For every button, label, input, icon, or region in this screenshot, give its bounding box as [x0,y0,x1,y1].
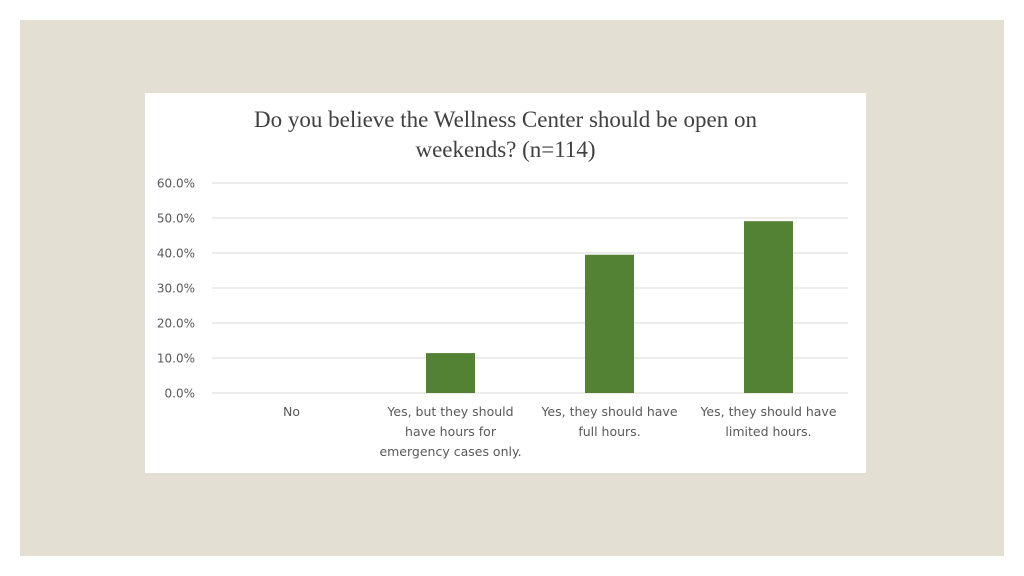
y-tick-label: 20.0% [157,317,195,331]
chart-plot-area: 0.0% 10.0% 20.0% 30.0% 40.0% 50.0% 60.0% [157,177,848,401]
category-label-line: emergency cases only. [379,444,522,459]
y-tick-label: 40.0% [157,247,195,261]
chart-panel: Do you believe the Wellness Center shoul… [145,93,866,473]
category-label-line: full hours. [578,424,641,439]
category-label-line: No [283,404,300,419]
chart-title-line-1: Do you believe the Wellness Center shoul… [254,107,757,132]
y-tick-label: 10.0% [157,352,195,366]
chart-title-line-2: weekends? (n=114) [415,137,596,162]
category-label: Yes, they should have limited hours. [691,402,847,442]
y-tick-label: 30.0% [157,282,195,296]
y-tick-label: 0.0% [165,387,196,401]
bar [585,254,634,393]
category-label-line: Yes, they should have [700,404,837,419]
bar [744,221,793,393]
bar [426,353,475,393]
category-label-line: limited hours. [725,424,812,439]
category-label: Yes, but they should have hours for emerge… [373,402,529,462]
category-label: No [214,402,370,422]
category-label: Yes, they should have full hours. [532,402,688,442]
category-label-line: have hours for [405,424,496,439]
y-tick-label: 50.0% [157,212,195,226]
y-tick-label: 60.0% [157,177,195,191]
category-label-line: Yes, but they should [387,404,514,419]
category-label-line: Yes, they should have [541,404,678,419]
chart-title: Do you believe the Wellness Center shoul… [145,105,866,165]
